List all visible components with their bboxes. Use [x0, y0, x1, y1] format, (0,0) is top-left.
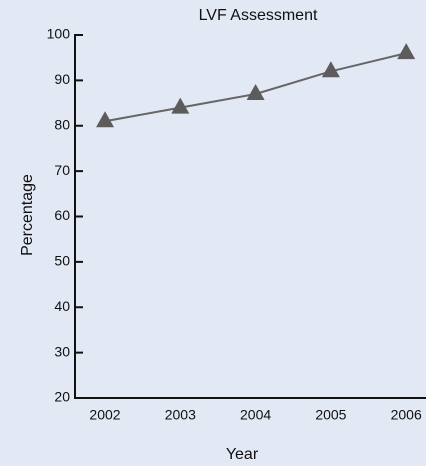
- y-axis-label: Percentage: [19, 174, 36, 256]
- x-tick-label: 2006: [391, 407, 422, 423]
- x-tick-label: 2003: [165, 407, 196, 423]
- x-tick-label: 2004: [240, 407, 271, 423]
- y-tick-label: 100: [47, 26, 71, 42]
- marker: [246, 83, 265, 100]
- y-tick-label: 30: [54, 343, 70, 359]
- y-tick-label: 60: [54, 207, 70, 223]
- marker: [321, 61, 340, 78]
- y-tick-label: 20: [54, 389, 70, 405]
- chart-title: LVF Assessment: [199, 7, 318, 24]
- x-tick-label: 2002: [89, 407, 120, 423]
- y-tick-label: 90: [54, 71, 70, 87]
- y-tick-label: 80: [54, 116, 70, 132]
- marker: [397, 43, 416, 60]
- y-tick-label: 50: [54, 253, 70, 269]
- x-axis-label: Year: [226, 446, 259, 463]
- y-tick-label: 70: [54, 162, 70, 178]
- x-tick-label: 2005: [315, 407, 346, 423]
- y-tick-label: 40: [54, 298, 70, 314]
- marker: [171, 97, 190, 114]
- marker: [96, 111, 114, 128]
